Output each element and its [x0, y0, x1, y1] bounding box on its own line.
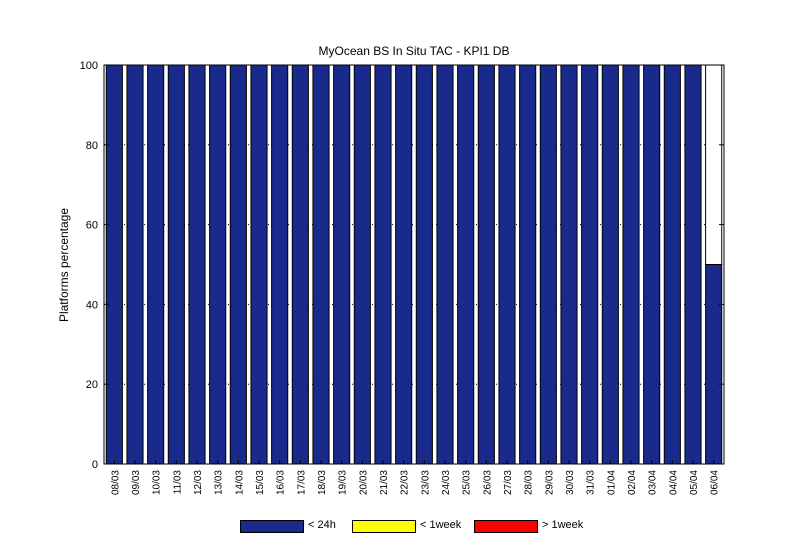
bar-segment — [436, 64, 454, 465]
x-tick-label: 28/03 — [524, 470, 535, 495]
x-tick-label: 08/03 — [110, 470, 121, 495]
bar-segment — [622, 64, 640, 465]
bar-segment — [663, 64, 681, 465]
x-tick-label: 09/03 — [131, 470, 142, 495]
bar-segment — [209, 64, 227, 465]
x-tick-label: 25/03 — [462, 470, 473, 495]
legend: < 24h < 1week > 1week — [0, 519, 799, 533]
y-tick-label: 20 — [86, 379, 98, 391]
x-tick-label: 15/03 — [255, 470, 266, 495]
axes: 0 20 40 60 80 100 08/03 09/03 10/03 11/03 12/03 13/… — [80, 60, 725, 495]
plot-area — [104, 65, 724, 464]
bar-segment — [250, 64, 268, 465]
legend-swatch — [474, 520, 538, 533]
bar-segment — [147, 64, 165, 465]
x-tick-label: 18/03 — [317, 470, 328, 495]
bar-segment — [374, 64, 392, 465]
bar-segment — [229, 64, 247, 465]
x-tick-label: 23/03 — [420, 470, 431, 495]
x-tick-label: 12/03 — [193, 470, 204, 495]
x-tick-label: 21/03 — [379, 470, 390, 495]
x-tick-label: 10/03 — [152, 470, 163, 495]
x-tick-label: 19/03 — [338, 470, 349, 495]
bars — [105, 64, 723, 465]
bar-segment — [519, 64, 537, 465]
plot-frame — [103, 64, 725, 465]
legend-label: > 1week — [542, 519, 584, 531]
x-tick-label: 31/03 — [586, 470, 597, 495]
x-tick-label: 13/03 — [214, 470, 225, 495]
x-tick-label: 04/04 — [668, 470, 679, 495]
x-tick-label: 06/04 — [710, 470, 721, 495]
bar-segment — [415, 64, 433, 465]
x-tick-label: 20/03 — [358, 470, 369, 495]
x-tick-label: 22/03 — [400, 470, 411, 495]
bar-segment — [333, 64, 351, 465]
x-tick-label: 11/03 — [172, 470, 183, 495]
x-tick-label: 24/03 — [441, 470, 452, 495]
bar-segment — [560, 64, 578, 465]
bar-segment — [684, 64, 702, 465]
x-tick-label: 05/04 — [689, 470, 700, 495]
bar-segment — [167, 64, 185, 465]
bar-segment — [581, 64, 599, 465]
x-tick-label: 02/04 — [627, 470, 638, 495]
x-tick-label: 16/03 — [276, 470, 287, 495]
bar-segment — [126, 64, 144, 465]
bar-segment — [188, 64, 206, 465]
legend-swatch — [240, 520, 304, 533]
bar-segment — [271, 64, 289, 465]
legend-label: < 24h — [308, 519, 336, 531]
chart-title: MyOcean BS In Situ TAC - KPI1 DB — [319, 44, 510, 58]
bar-empty — [705, 64, 723, 265]
legend-label: < 1week — [420, 519, 462, 531]
x-tick-label: 17/03 — [296, 470, 307, 495]
bar-segment — [539, 64, 557, 465]
y-tick-label: 80 — [86, 140, 98, 152]
bar-segment — [291, 64, 309, 465]
x-tick-label: 03/04 — [648, 470, 659, 495]
bar-segment — [601, 64, 619, 465]
legend-swatch — [352, 520, 416, 533]
bar-segment — [643, 64, 661, 465]
x-tick-label: 14/03 — [234, 470, 245, 495]
bar-segment — [477, 64, 495, 465]
bar-segment — [395, 64, 413, 465]
bar-segment — [312, 64, 330, 465]
y-axis-label: Platforms percentage — [57, 208, 71, 322]
x-tick-label: 29/03 — [544, 470, 555, 495]
bar-segment — [705, 264, 723, 465]
bar-segment — [105, 64, 123, 465]
y-tick-label: 0 — [92, 459, 98, 471]
bar-segment — [498, 64, 516, 465]
x-tick-label: 01/04 — [606, 470, 617, 495]
x-tick-label: 27/03 — [503, 470, 514, 495]
bar-segment — [457, 64, 475, 465]
y-tick-label: 100 — [80, 60, 98, 72]
x-tick-label: 30/03 — [565, 470, 576, 495]
x-tick-label: 26/03 — [482, 470, 493, 495]
bar-segment — [353, 64, 371, 465]
y-tick-label: 40 — [86, 299, 98, 311]
y-tick-label: 60 — [86, 220, 98, 232]
